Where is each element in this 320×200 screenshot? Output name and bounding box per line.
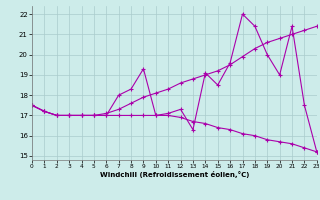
X-axis label: Windchill (Refroidissement éolien,°C): Windchill (Refroidissement éolien,°C) xyxy=(100,171,249,178)
